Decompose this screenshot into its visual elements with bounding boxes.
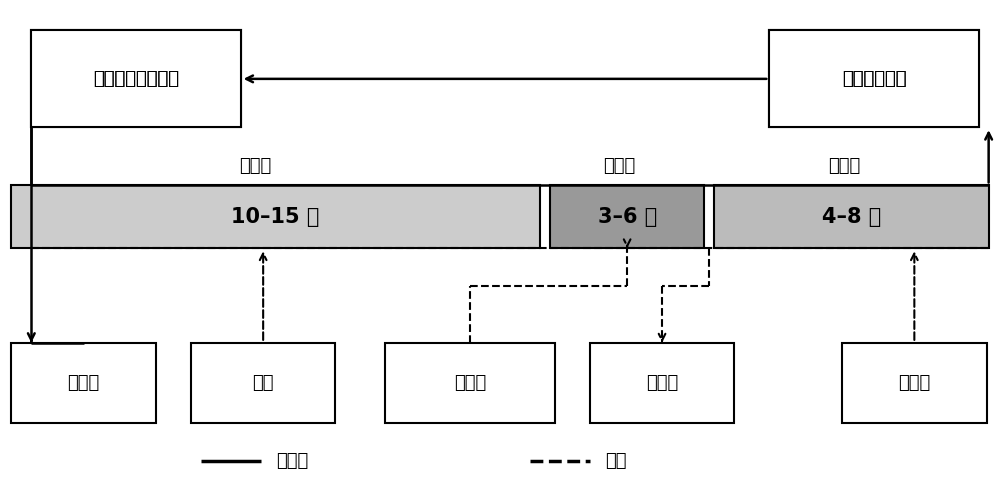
Bar [550, 186, 704, 248]
Text: 反萃后有机相: 反萃后有机相 [842, 70, 906, 88]
Text: 有机相: 有机相 [276, 452, 308, 470]
Bar [590, 343, 734, 423]
Text: 萃取段: 萃取段 [240, 157, 272, 175]
Bar [769, 31, 979, 127]
Text: 水相: 水相 [605, 452, 626, 470]
Text: 产品液: 产品液 [646, 374, 678, 392]
Bar [842, 343, 987, 423]
Bar [191, 343, 335, 423]
Bar [714, 186, 989, 248]
Text: 反萃液: 反萃液 [898, 374, 930, 392]
Text: 洗涤段: 洗涤段 [604, 157, 636, 175]
Text: 萃余液: 萃余液 [68, 374, 100, 392]
Text: 10–15 级: 10–15 级 [231, 207, 320, 227]
Text: 3–6 级: 3–6 级 [598, 207, 657, 227]
Text: 料液: 料液 [252, 374, 274, 392]
Bar [31, 31, 241, 127]
Bar [11, 343, 156, 423]
Text: 有机相（萃取剂）: 有机相（萃取剂） [93, 70, 179, 88]
Bar [11, 186, 540, 248]
Text: 4–8 级: 4–8 级 [822, 207, 881, 227]
Bar [769, 31, 979, 127]
Text: 反萃段: 反萃段 [828, 157, 860, 175]
Text: 洗涤液: 洗涤液 [454, 374, 486, 392]
Text: 有机相（萃取剂）: 有机相（萃取剂） [93, 70, 179, 88]
Text: 反萃后有机相: 反萃后有机相 [842, 70, 906, 88]
Bar [385, 343, 555, 423]
Bar [31, 31, 241, 127]
